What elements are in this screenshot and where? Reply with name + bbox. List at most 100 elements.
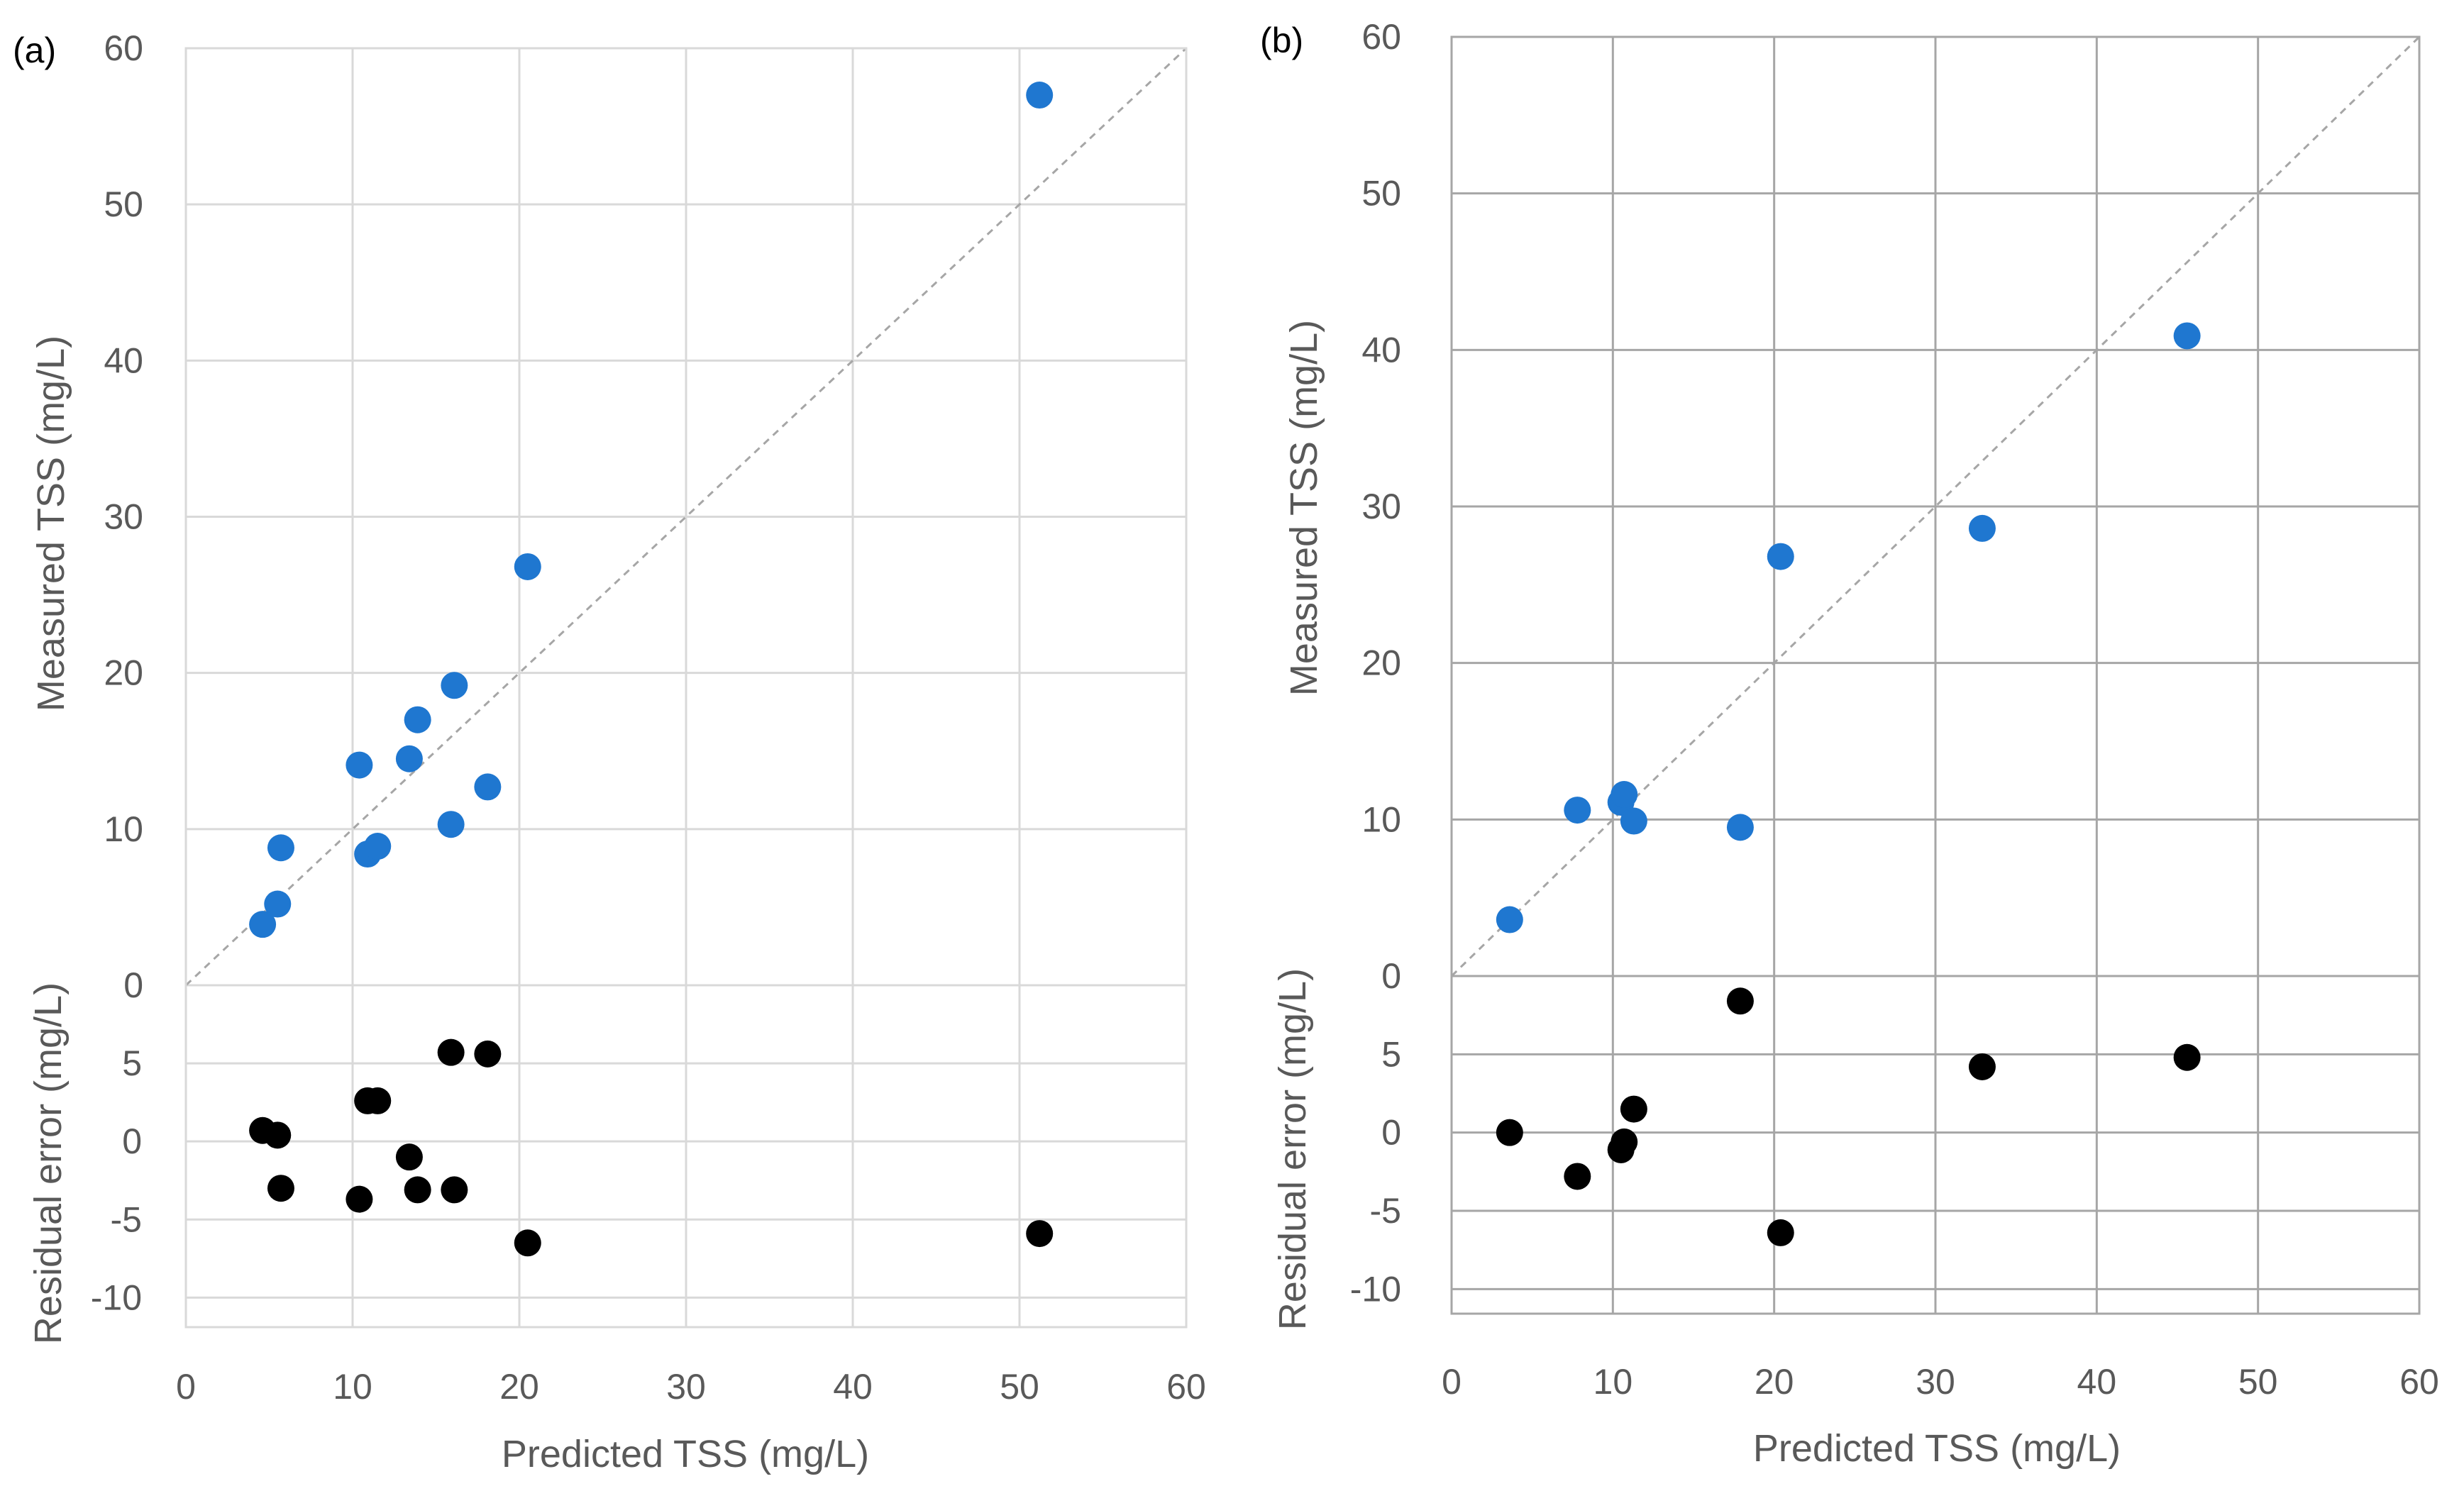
residual-tick-label: 5 <box>1381 1034 1401 1074</box>
identity-line <box>1450 35 2421 977</box>
measured-point <box>1564 797 1591 824</box>
panel-a-x-axis-title: Predicted TSS (mg/L) <box>502 1433 869 1475</box>
residual-point <box>1564 1163 1591 1190</box>
y-tick-label: 50 <box>1361 174 1401 214</box>
residual-point <box>1026 1220 1054 1248</box>
y-tick-label: 40 <box>1361 330 1401 370</box>
panel-b-label: (b) <box>1260 21 1303 60</box>
panel-b-y-tick-labels: 0 10 20 30 40 50 60 <box>1361 17 1401 996</box>
residual-tick-label: -5 <box>1370 1191 1401 1231</box>
residual-point <box>441 1176 468 1204</box>
panel-b-identity-line <box>1450 35 2421 977</box>
residual-point <box>404 1176 431 1204</box>
measured-point <box>346 751 373 779</box>
y-tick-label: 20 <box>104 653 143 693</box>
measured-point <box>1726 814 1754 841</box>
measured-point <box>1767 543 1794 570</box>
measured-point <box>267 834 294 862</box>
x-tick-label: 60 <box>1166 1367 1206 1407</box>
panel-b-x-axis-title: Predicted TSS (mg/L) <box>1753 1427 2121 1470</box>
panel-b-measured-points <box>1496 322 2201 933</box>
x-tick-label: 20 <box>499 1367 539 1407</box>
panel-b-grid <box>1450 35 2421 1314</box>
residual-point <box>1496 1119 1523 1146</box>
measured-point <box>437 811 465 838</box>
residual-point <box>437 1038 465 1066</box>
panel-b-frame <box>1450 35 2421 1315</box>
panel-a-grid <box>184 47 1188 1327</box>
residual-point <box>514 1229 541 1257</box>
identity-line <box>184 47 1188 987</box>
x-tick-label: 10 <box>1593 1362 1633 1402</box>
y-tick-label: 10 <box>1361 799 1401 839</box>
residual-tick-label: 5 <box>122 1043 142 1083</box>
residual-point <box>346 1185 373 1213</box>
panel-a-x-tick-labels: 0 10 20 30 40 50 60 <box>176 1367 1206 1407</box>
y-tick-label: 0 <box>123 965 143 1005</box>
residual-point <box>364 1087 392 1114</box>
x-tick-label: 0 <box>1442 1362 1462 1402</box>
measured-point <box>441 672 468 699</box>
residual-tick-label: -10 <box>91 1277 142 1317</box>
panel-a-identity-line <box>184 47 1188 987</box>
panel-a-y-axis-title: Measured TSS (mg/L) <box>30 336 72 711</box>
panel-a-label: (a) <box>13 31 56 70</box>
measured-point <box>395 745 423 772</box>
panel-a-frame <box>184 47 1188 1329</box>
x-tick-label: 50 <box>2238 1362 2278 1402</box>
residual-point <box>264 1121 292 1149</box>
residual-point <box>1620 1095 1647 1123</box>
residual-tick-label: 0 <box>1381 1113 1401 1153</box>
x-tick-label: 40 <box>2077 1362 2117 1402</box>
panel-a-measured-points <box>249 82 1054 938</box>
measured-point <box>364 833 392 860</box>
x-tick-label: 10 <box>333 1367 372 1407</box>
y-tick-label: 60 <box>104 28 143 68</box>
measured-point <box>264 890 292 918</box>
x-tick-label: 40 <box>833 1367 873 1407</box>
measured-point <box>249 911 277 938</box>
measured-point <box>514 553 541 580</box>
y-tick-label: 40 <box>104 340 143 380</box>
plot-frame <box>1450 35 2421 1315</box>
residual-tick-label: -10 <box>1350 1269 1401 1309</box>
y-tick-label: 30 <box>104 497 143 537</box>
panel-b-x-tick-labels: 0 10 20 30 40 50 60 <box>1442 1362 2439 1402</box>
residual-point <box>1767 1219 1794 1246</box>
residual-point <box>267 1175 294 1202</box>
panel-b-y-axis-title: Measured TSS (mg/L) <box>1283 320 1325 696</box>
panel-a-residual-tick-labels: 5 0 -5 -10 <box>91 1043 142 1317</box>
y-tick-label: 20 <box>1361 643 1401 683</box>
x-tick-label: 20 <box>1755 1362 1794 1402</box>
panel-b-residual-tick-labels: 5 0 -5 -10 <box>1350 1034 1401 1309</box>
x-tick-label: 30 <box>1916 1362 1955 1402</box>
y-tick-label: 10 <box>104 809 143 849</box>
panel-a-residual-points <box>249 1038 1054 1257</box>
measured-point <box>474 773 502 801</box>
y-tick-label: 50 <box>104 184 143 224</box>
residual-tick-label: -5 <box>111 1199 142 1239</box>
panel-b-residual-points <box>1496 987 2201 1246</box>
x-tick-label: 60 <box>2399 1362 2439 1402</box>
y-tick-label: 0 <box>1381 956 1401 996</box>
measured-point <box>404 706 431 733</box>
y-tick-label: 60 <box>1361 17 1401 57</box>
x-tick-label: 0 <box>176 1367 196 1407</box>
residual-point <box>395 1143 423 1171</box>
x-tick-label: 50 <box>1000 1367 1039 1407</box>
residual-point <box>1726 987 1754 1015</box>
measured-point <box>1611 781 1638 809</box>
x-tick-label: 30 <box>666 1367 706 1407</box>
residual-point <box>1968 1053 1996 1080</box>
measured-point <box>1968 514 1996 542</box>
panel-b-residual-axis-title: Residual error (mg/L) <box>1271 968 1314 1330</box>
residual-point <box>2173 1043 2201 1071</box>
measured-point <box>1620 807 1647 835</box>
residual-tick-label: 0 <box>122 1121 142 1161</box>
measured-point <box>1496 906 1523 933</box>
residual-point <box>1611 1128 1638 1155</box>
y-tick-label: 30 <box>1361 487 1401 526</box>
